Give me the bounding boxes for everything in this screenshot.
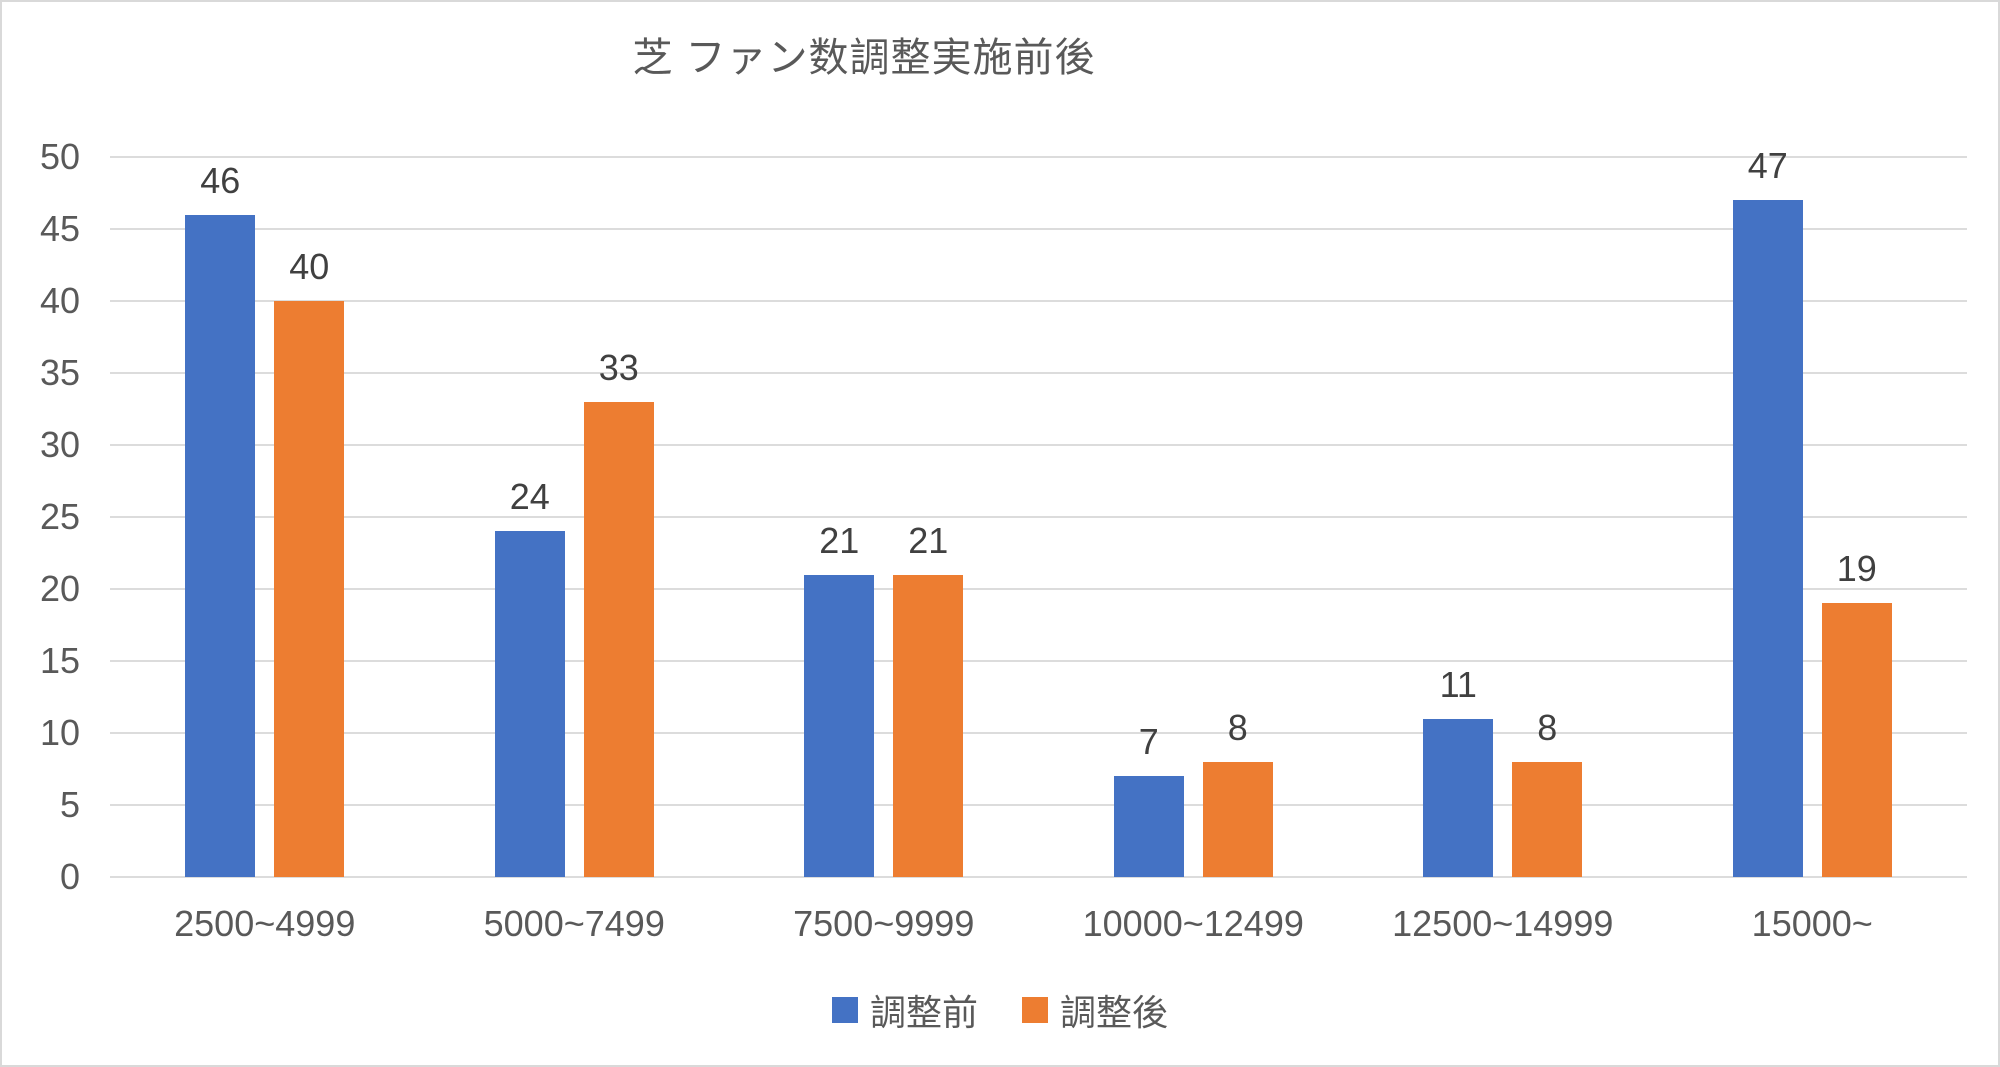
legend-label: 調整前: [869, 992, 978, 1033]
y-axis-tick-label: 20: [39, 568, 80, 609]
y-axis-tick-label: 5: [59, 784, 80, 825]
category-label: 7500~9999: [793, 903, 975, 944]
legend-swatch: [831, 997, 858, 1023]
chart-title: 芝 ファン数調整実施前後: [632, 36, 1096, 80]
bar: [1732, 200, 1803, 877]
category-label: 15000~: [1751, 903, 1873, 944]
y-axis-tick-label: 10: [39, 712, 80, 753]
category-label: 5000~7499: [483, 903, 665, 944]
gridline: [110, 300, 1967, 302]
bar: [1512, 761, 1583, 877]
bar: [893, 574, 964, 877]
gridline: [110, 804, 1967, 806]
bar-value-label: 46: [200, 159, 241, 201]
bar-value-label: 21: [908, 519, 949, 561]
gridline: [110, 516, 1967, 518]
bar-value-label: 24: [509, 476, 550, 518]
y-axis-tick-label: 50: [39, 136, 80, 177]
gridline: [110, 660, 1967, 662]
gridline: [110, 372, 1967, 374]
gridline: [110, 444, 1967, 446]
bar: [274, 301, 345, 877]
bar-value-label: 40: [289, 246, 330, 287]
y-axis-tick-label: 15: [39, 640, 80, 681]
category-label: 10000~12499: [1082, 903, 1304, 944]
gridline: [110, 228, 1967, 230]
bar-value-label: 19: [1836, 548, 1877, 590]
gridline: [110, 588, 1967, 590]
bar: [804, 574, 875, 877]
bar: [185, 214, 256, 877]
category-label: 2500~4999: [174, 903, 356, 944]
bar: [494, 531, 565, 877]
bar: [1113, 776, 1184, 877]
bar: [583, 401, 654, 877]
legend-label: 調整後: [1060, 992, 1169, 1033]
y-axis-tick-label: 0: [59, 856, 80, 897]
bar: [1202, 761, 1273, 877]
category-label: 12500~14999: [1392, 903, 1614, 944]
bar-value-label: 47: [1747, 145, 1788, 187]
gridline: [110, 732, 1967, 734]
y-axis-tick-label: 35: [39, 352, 80, 393]
gridline: [110, 876, 1967, 878]
legend-swatch: [1022, 997, 1048, 1023]
legend-item: 調整後: [1022, 984, 1168, 1036]
bar-value-label: 11: [1439, 663, 1477, 705]
y-axis-tick-label: 45: [39, 208, 80, 249]
bar-value-label: 33: [598, 346, 639, 388]
bar-value-label: 7: [1138, 721, 1159, 763]
legend: 調整前 調整後: [2, 984, 1998, 1036]
gridline: [110, 156, 1967, 158]
bar: [1821, 603, 1892, 877]
bar-value-label: 8: [1227, 706, 1248, 748]
bar: [1423, 718, 1494, 877]
y-axis-tick-label: 40: [39, 280, 80, 321]
y-axis-tick-label: 30: [39, 424, 80, 465]
legend-item: 調整前: [831, 984, 978, 1036]
bar-value-label: 21: [819, 519, 860, 561]
bar-value-label: 8: [1537, 706, 1558, 748]
y-axis-tick-label: 25: [39, 496, 80, 537]
